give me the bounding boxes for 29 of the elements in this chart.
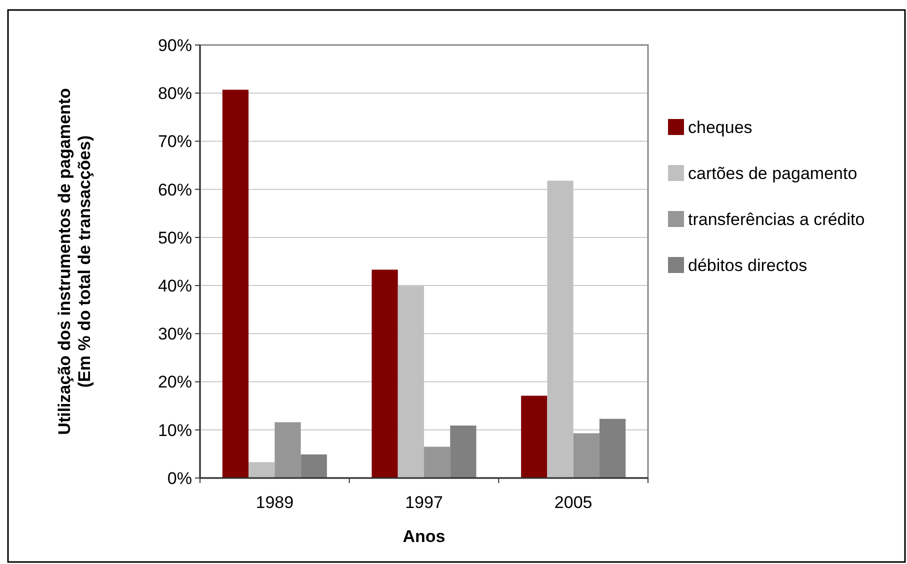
y-tick-label: 20% xyxy=(158,372,192,392)
bar xyxy=(424,446,450,478)
legend-label: cheques xyxy=(688,118,752,137)
bar xyxy=(248,462,275,478)
legend-label: cartões de pagamento xyxy=(688,164,858,183)
bar xyxy=(599,418,626,478)
bar xyxy=(300,454,327,478)
y-tick-label: 40% xyxy=(158,276,192,296)
x-axis-title: Anos xyxy=(402,527,446,546)
y-axis-title: Utilização dos instrumentos de pagamento (Em % do total de transacções) xyxy=(54,88,94,435)
bar xyxy=(573,433,600,478)
y-tick-label: 30% xyxy=(158,324,192,344)
y-tick-label: 70% xyxy=(158,132,192,152)
y-tick-label: 10% xyxy=(158,420,192,440)
y-tick-label: 90% xyxy=(158,36,192,55)
x-tick-label: 2005 xyxy=(554,493,592,512)
bar xyxy=(222,90,249,478)
bar xyxy=(450,426,476,478)
y-tick-label: 80% xyxy=(158,84,192,104)
bar xyxy=(372,270,398,478)
legend-label: débitos directos xyxy=(688,256,808,275)
y-tick-label: 60% xyxy=(158,180,192,200)
y-tick-label: 0% xyxy=(167,468,192,488)
x-tick-label: 1989 xyxy=(256,493,294,512)
x-tick-label: 1997 xyxy=(405,493,443,512)
bar xyxy=(521,396,548,478)
y-tick-label: 50% xyxy=(158,228,192,248)
bar xyxy=(274,422,301,478)
legend-label: transferências a crédito xyxy=(688,210,865,229)
